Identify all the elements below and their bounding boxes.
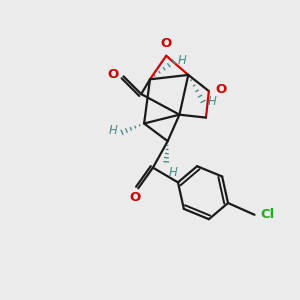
Text: O: O xyxy=(130,191,141,204)
Text: H: H xyxy=(178,54,187,67)
Text: O: O xyxy=(160,38,172,50)
Text: O: O xyxy=(107,68,118,81)
Text: Cl: Cl xyxy=(260,208,275,221)
Text: H: H xyxy=(109,124,118,137)
Text: O: O xyxy=(215,83,226,96)
Text: H: H xyxy=(207,95,216,108)
Text: H: H xyxy=(169,166,178,179)
